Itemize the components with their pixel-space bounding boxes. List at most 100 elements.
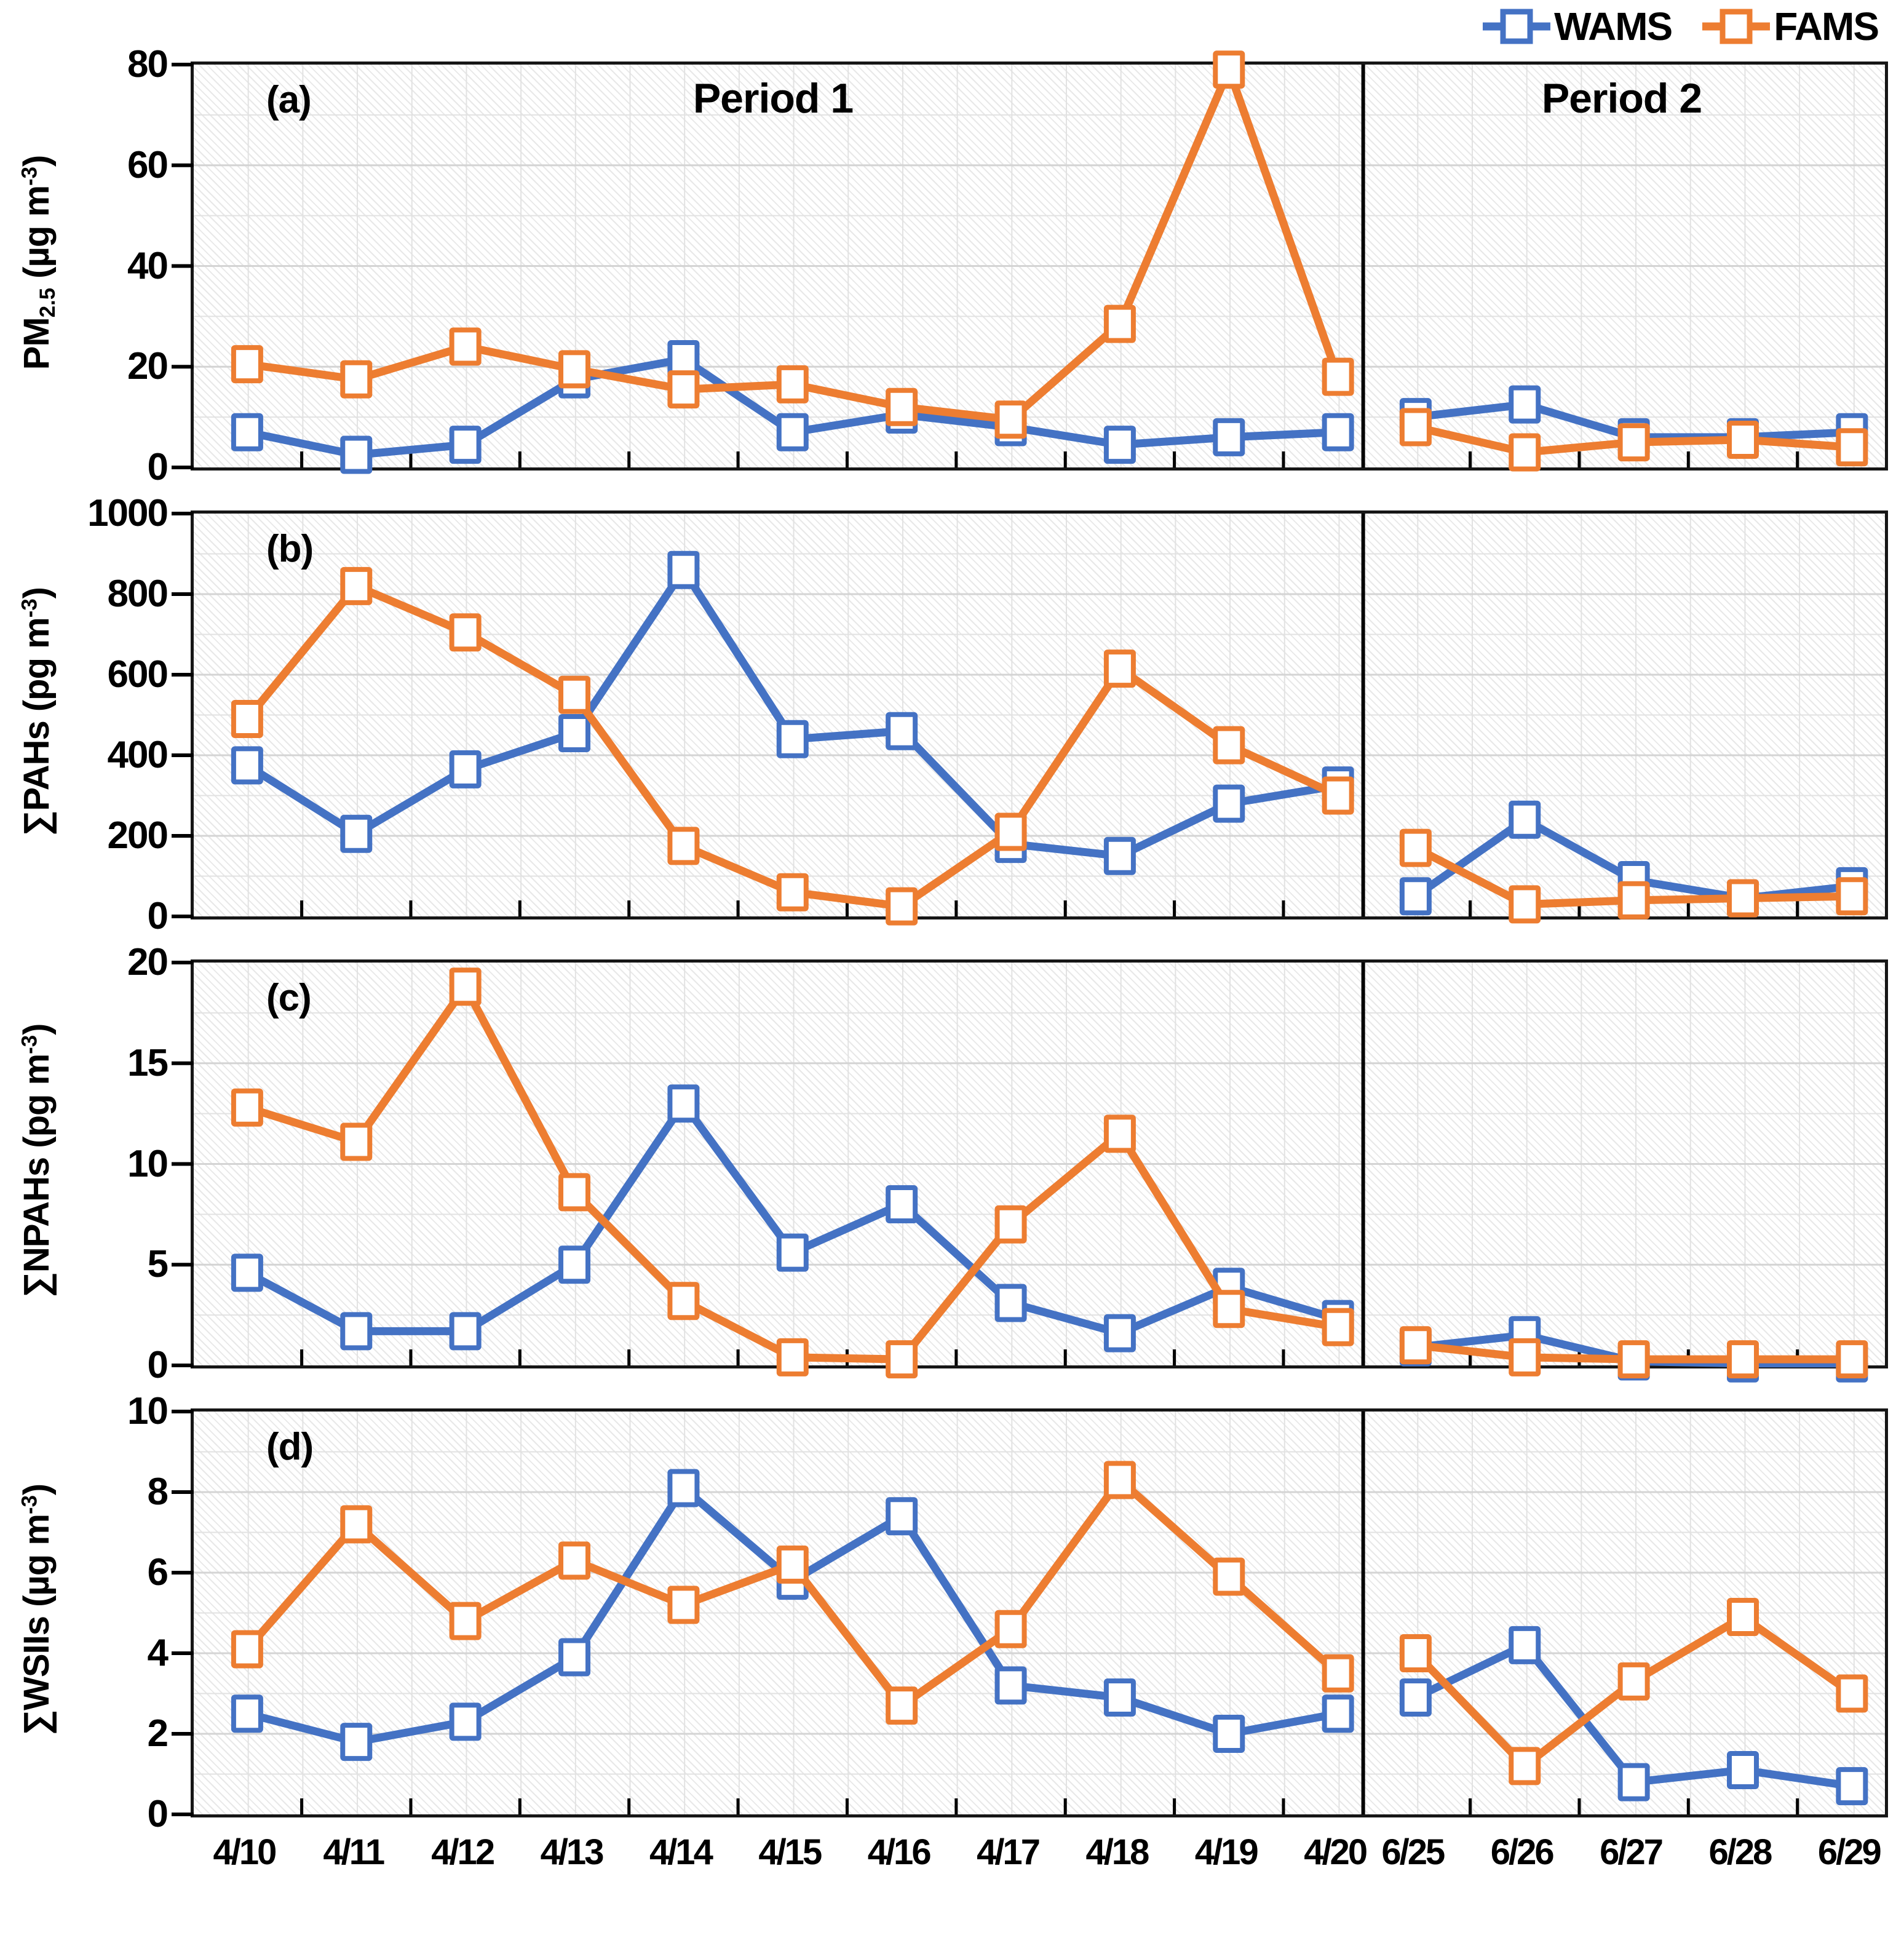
data-point-fams xyxy=(886,887,918,926)
data-point-fams xyxy=(1103,1114,1136,1153)
data-point-fams xyxy=(1727,1598,1759,1637)
x-axis-label: 4/18 xyxy=(1085,1832,1149,1872)
x-axis-label: 4/14 xyxy=(649,1832,713,1872)
data-point-wams xyxy=(1103,426,1136,464)
x-axis-label: 6/25 xyxy=(1381,1832,1445,1872)
data-point-wams xyxy=(449,750,482,788)
data-point-fams xyxy=(776,1545,809,1584)
data-point-wams xyxy=(1836,1767,1868,1806)
data-point-fams xyxy=(1322,776,1354,815)
data-point-fams xyxy=(1727,420,1759,459)
plot-area-b: (b) xyxy=(172,510,1888,926)
data-point-fams xyxy=(994,812,1027,851)
y-tick-label: 0 xyxy=(147,446,169,488)
data-point-fams xyxy=(667,1282,700,1320)
data-point-wams xyxy=(1509,800,1541,839)
data-point-wams xyxy=(667,1469,700,1507)
data-point-wams xyxy=(449,426,482,464)
data-point-fams xyxy=(1509,433,1541,472)
period-1-label: Period 1 xyxy=(692,75,854,122)
data-point-wams xyxy=(449,1702,482,1741)
y-tick-label: 200 xyxy=(107,814,169,857)
x-axis-label: 4/15 xyxy=(758,1832,822,1872)
data-point-wams xyxy=(449,1312,482,1351)
y-tick-label: 20 xyxy=(127,941,169,983)
panel-letter-d: (d) xyxy=(266,1426,314,1468)
x-axis-label: 4/20 xyxy=(1304,1832,1368,1872)
x-axis-label: 4/11 xyxy=(323,1832,385,1872)
data-point-wams xyxy=(886,712,918,750)
data-point-wams xyxy=(1399,877,1432,916)
period-2-label: Period 2 xyxy=(1541,75,1702,122)
data-point-fams xyxy=(1617,423,1650,462)
data-point-fams xyxy=(667,827,700,865)
data-point-wams xyxy=(994,1666,1027,1705)
data-point-fams xyxy=(1617,881,1650,919)
panel-letter-b: (b) xyxy=(266,528,314,570)
data-point-fams xyxy=(1213,1557,1245,1596)
chart-svg-c xyxy=(172,961,1885,1383)
data-point-wams xyxy=(1509,1626,1541,1664)
data-point-fams xyxy=(1213,1290,1245,1328)
data-point-fams xyxy=(776,873,809,911)
data-point-wams xyxy=(667,550,700,589)
y-tick-label: 80 xyxy=(127,43,169,85)
data-point-fams xyxy=(449,613,482,652)
data-point-fams xyxy=(340,566,373,605)
data-point-wams xyxy=(1727,1750,1759,1789)
y-tick-label: 8 xyxy=(147,1471,169,1513)
legend-item-fams: FAMS xyxy=(1700,4,1879,49)
data-point-wams xyxy=(1509,385,1541,424)
data-point-wams xyxy=(1213,784,1245,823)
data-point-fams xyxy=(994,1610,1027,1648)
plot-area-a: (a) Period 1 Period 2 xyxy=(172,50,1888,474)
y-tick-label: 400 xyxy=(107,734,169,776)
chart-svg-d xyxy=(172,1410,1885,1816)
data-point-wams xyxy=(776,1233,809,1272)
data-point-fams xyxy=(1509,1747,1541,1785)
y-tick-label: 20 xyxy=(127,345,169,388)
data-point-fams xyxy=(1836,877,1868,916)
data-point-fams xyxy=(667,1586,700,1624)
data-point-fams xyxy=(231,1088,263,1127)
data-point-fams xyxy=(1322,1308,1354,1346)
y-tick-label: 10 xyxy=(127,1142,169,1185)
x-axis-labels: 4/10 4/11 4/12 4/13 4/14 4/15 4/16 4/17 4/18 4/19… xyxy=(191,1832,1882,1887)
data-point-fams xyxy=(667,370,700,409)
y-tick-label: 600 xyxy=(107,653,169,696)
data-point-fams xyxy=(1617,1662,1650,1701)
panel-letter-c: (c) xyxy=(266,977,312,1019)
data-point-wams xyxy=(1103,1678,1136,1717)
data-point-fams xyxy=(994,400,1027,439)
data-point-wams xyxy=(558,1638,591,1677)
x-axis-label: 4/10 xyxy=(213,1832,277,1872)
x-axis-label: 6/26 xyxy=(1490,1832,1555,1872)
data-point-fams xyxy=(1213,726,1245,764)
data-point-fams xyxy=(886,387,918,426)
data-point-fams xyxy=(1509,885,1541,924)
x-axis-label: 4/13 xyxy=(540,1832,605,1872)
data-point-wams xyxy=(340,1312,373,1351)
data-point-fams xyxy=(558,350,591,389)
data-point-fams xyxy=(340,360,373,399)
data-point-wams xyxy=(558,713,591,752)
y-tick-label: 5 xyxy=(147,1243,169,1286)
data-point-wams xyxy=(886,1497,918,1536)
legend-label-fams: FAMS xyxy=(1774,4,1879,49)
data-point-wams xyxy=(340,814,373,853)
data-point-fams xyxy=(231,700,263,739)
chart-svg-a xyxy=(172,50,1885,474)
data-point-wams xyxy=(340,435,373,474)
data-point-wams xyxy=(1322,1694,1354,1733)
data-point-fams xyxy=(231,345,263,384)
y-axis-ticks-b: 0 200 400 600 800 1000 xyxy=(0,492,169,937)
data-point-wams xyxy=(558,1245,591,1284)
data-point-wams xyxy=(776,720,809,758)
y-tick-label: 60 xyxy=(127,143,169,186)
data-point-fams xyxy=(449,327,482,366)
data-point-fams xyxy=(886,1340,918,1379)
y-tick-label: 6 xyxy=(147,1551,169,1594)
data-point-fams xyxy=(558,675,591,714)
data-point-fams xyxy=(776,365,809,403)
plot-area-c: (c) xyxy=(172,959,1888,1383)
